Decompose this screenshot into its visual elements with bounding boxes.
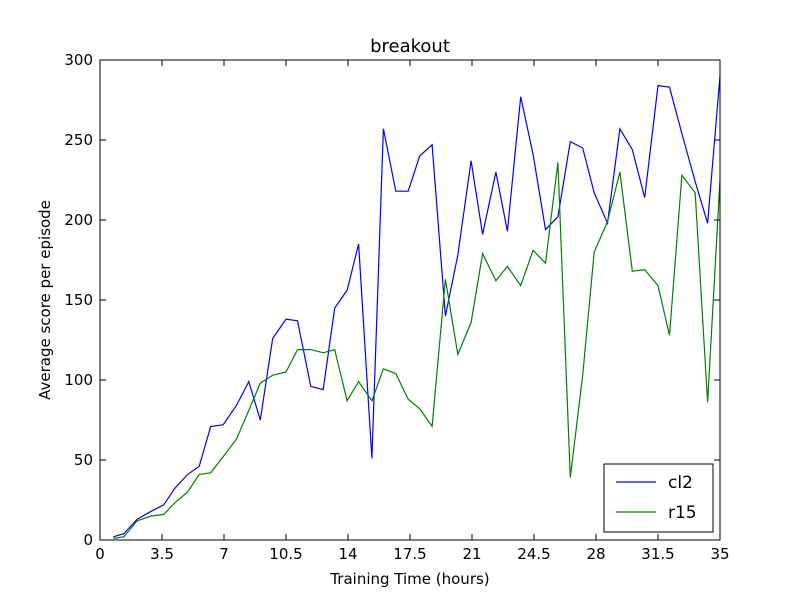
y-tick-label: 100	[64, 371, 93, 389]
x-tick-label: 21	[462, 545, 481, 563]
y-tick-label: 0	[83, 531, 93, 549]
x-axis: 0 3.5 7 10.5 14 17.5 21 24.5 28 31.5 35	[95, 60, 730, 563]
x-tick-label: 28	[586, 545, 605, 563]
y-tick-label: 150	[64, 291, 93, 309]
series-line-cl2	[113, 75, 721, 538]
x-tick-label: 7	[219, 545, 229, 563]
x-tick-label: 14	[338, 545, 357, 563]
x-tick-label: 0	[95, 545, 105, 563]
legend-label-cl2: cl2	[668, 473, 693, 493]
x-tick-label: 17.5	[393, 545, 426, 563]
y-axis-label: Average score per episode	[36, 200, 54, 400]
series-lines	[113, 75, 721, 539]
x-tick-label: 10.5	[269, 545, 302, 563]
y-axis: 0 50 100 150 200 250 300	[64, 51, 720, 549]
x-axis-label: Training Time (hours)	[329, 570, 489, 588]
legend: cl2 r15	[603, 463, 714, 533]
y-tick-label: 50	[74, 451, 93, 469]
x-tick-label: 31.5	[641, 545, 674, 563]
x-tick-label: 3.5	[150, 545, 174, 563]
y-tick-label: 300	[64, 51, 93, 69]
x-tick-label: 35	[710, 545, 729, 563]
y-tick-label: 250	[64, 131, 93, 149]
legend-box	[603, 463, 714, 533]
chart-title: breakout	[370, 36, 450, 57]
y-tick-label: 200	[64, 211, 93, 229]
series-line-r15	[113, 162, 721, 539]
x-tick-label: 24.5	[517, 545, 550, 563]
legend-label-r15: r15	[668, 503, 697, 523]
